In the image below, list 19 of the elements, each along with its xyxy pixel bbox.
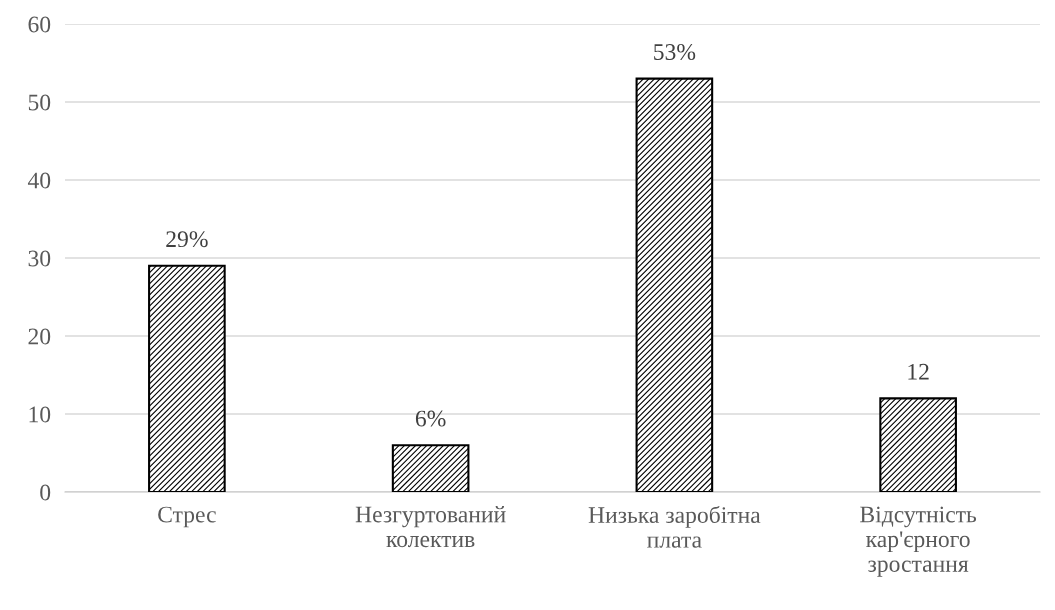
data-label: 6% [415,410,446,427]
x-tick-label: Незгуртований колектив [355,506,506,548]
data-label: 29% [166,231,208,248]
bar [391,444,470,492]
x-tick-label: Низька заробітна плата [588,505,761,548]
y-tick-label: 20 [28,328,51,345]
bar [635,77,714,492]
data-label: 12 [908,363,929,380]
data-label: 53% [654,43,696,60]
y-tick-label: 60 [28,16,51,33]
bar [148,264,226,492]
y-tick-label: 40 [27,172,51,189]
y-tick-label: 0 [40,484,51,501]
x-tick-label: Стрес [158,506,216,528]
y-tick-label: 50 [28,94,51,111]
bar [879,397,957,492]
y-tick-label: 10 [29,406,51,423]
x-tick-label: Відсутність кар'єрного зростання [860,506,977,577]
y-tick-label: 30 [28,250,51,267]
